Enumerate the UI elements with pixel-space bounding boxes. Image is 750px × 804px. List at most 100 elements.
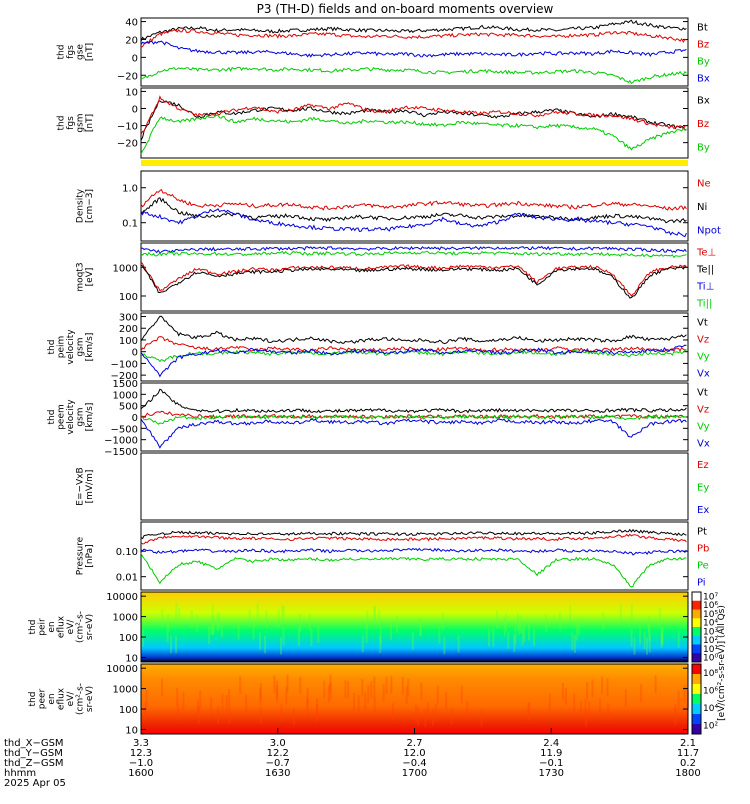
spectrogram-streak xyxy=(683,685,686,703)
spectrogram-streak xyxy=(282,605,285,623)
spectrogram-streak xyxy=(364,691,367,710)
spectrogram-streak xyxy=(518,617,520,635)
spectrogram-streak xyxy=(286,674,289,693)
spectrogram-streak xyxy=(178,607,181,626)
y-tick-label: 0 xyxy=(132,53,138,64)
spectrogram-streak xyxy=(575,623,578,641)
y-axis-label: [nPa] xyxy=(85,544,95,567)
footer-label: thd_Y−GSM xyxy=(4,748,63,759)
footer-value: 12.2 xyxy=(267,748,289,759)
footer-value: 11.9 xyxy=(540,748,562,759)
spectrogram-streak xyxy=(175,635,177,654)
spectrogram-streak xyxy=(607,703,610,721)
y-axis-label: gsm xyxy=(76,113,86,132)
series-line-Vt xyxy=(140,388,687,414)
spectrogram-streak xyxy=(308,612,311,631)
y-axis-label: gsm xyxy=(76,407,86,426)
y-axis-label: E=−VxB xyxy=(76,467,86,505)
legend-entry: Bx xyxy=(697,74,710,85)
y-tick-label: −20 xyxy=(117,139,138,150)
footer-value: −0.4 xyxy=(402,758,426,769)
footer-value: 3.0 xyxy=(270,738,286,749)
spectrogram-streak xyxy=(606,678,609,696)
spectrogram-streak xyxy=(259,683,262,701)
spectrogram-streak xyxy=(323,680,326,699)
spectrogram-streak xyxy=(280,636,282,655)
y-tick-label: 0.01 xyxy=(116,573,138,584)
spectrogram-streak xyxy=(450,707,453,726)
legend-entry: Vz xyxy=(697,335,709,346)
y-axis-label: [mV/m] xyxy=(85,470,95,504)
panel-3: 1.0 0.1 Density [cm−3] Ne Ni Npot xyxy=(76,170,721,242)
legend-entry: Pi xyxy=(697,578,706,589)
spectrogram-streak xyxy=(176,687,179,706)
spectrogram-streak xyxy=(379,635,382,654)
spectrogram-streak xyxy=(548,693,551,712)
spectrogram-streak xyxy=(170,635,172,654)
quality-flag-bar xyxy=(141,160,688,166)
series-line-Pt xyxy=(140,528,687,540)
y-axis-label: [eV] xyxy=(85,268,95,287)
spectrogram-streak xyxy=(571,632,574,651)
spectrogram-streak xyxy=(259,706,262,725)
spectrogram-streak xyxy=(361,679,364,697)
y-axis-label: Density xyxy=(76,188,86,223)
spectrogram-streak xyxy=(389,622,392,641)
footer-value: 1800 xyxy=(675,768,700,779)
footer-value: 1600 xyxy=(128,768,153,779)
spectrogram-streak xyxy=(586,681,589,700)
spectrogram-streak xyxy=(299,676,302,695)
colorbar-segment xyxy=(692,724,701,735)
spectrogram-streak xyxy=(424,709,427,727)
y-axis-label: gse xyxy=(76,44,86,60)
legend-entry: Bz xyxy=(697,119,709,130)
spectrogram-streak xyxy=(199,690,202,709)
colorbar-segment xyxy=(692,609,701,619)
y-tick-label: 100 xyxy=(119,336,138,347)
y-axis-label: [nT] xyxy=(85,114,95,132)
spectrogram-streak xyxy=(197,706,200,724)
footer-value: 2.7 xyxy=(407,738,423,749)
y-axis-label: (cm²-s- xyxy=(76,611,86,643)
spectrogram-streak xyxy=(196,614,198,633)
legend-entry: Ez xyxy=(697,460,709,471)
spectrogram-streak xyxy=(569,604,572,623)
spectrogram-streak xyxy=(443,636,446,655)
y-axis-label: [km/s] xyxy=(85,403,95,432)
spectrogram-streak xyxy=(327,685,330,703)
spectrogram-streak xyxy=(523,624,526,642)
spectrogram-streak xyxy=(648,634,651,653)
y-axis-label: [nT] xyxy=(85,43,95,61)
colorbar-segment xyxy=(692,684,701,695)
spectrogram-streak xyxy=(677,690,680,709)
colorbar-segment xyxy=(692,704,701,715)
spectrogram-streak xyxy=(516,613,519,631)
spectrogram-streak xyxy=(405,686,408,704)
y-tick-label: 1500 xyxy=(113,379,138,390)
series-line-Vx xyxy=(140,418,687,449)
y-tick-label: 100 xyxy=(119,292,138,303)
spectrogram-streak xyxy=(281,605,284,623)
spectrogram-streak xyxy=(144,702,147,720)
spectrogram-streak xyxy=(411,632,414,651)
spectrogram-streak xyxy=(211,617,214,636)
spectrogram-streak xyxy=(426,702,429,720)
series-line-Pe xyxy=(140,552,687,588)
spectrogram-streak xyxy=(561,683,564,701)
legend-entry: By xyxy=(697,57,710,68)
spectrogram-streak xyxy=(378,609,381,628)
y-tick-label: −20 xyxy=(117,71,138,82)
spectrogram-streak xyxy=(221,619,223,638)
spectrogram-streak xyxy=(466,701,469,719)
footer-label: thd_Z−GSM xyxy=(4,758,64,769)
colorbar-tick-label: 10⁵ xyxy=(703,610,718,620)
spectrogram-streak xyxy=(492,628,495,647)
colorbar-tick-label: 10⁶ xyxy=(703,686,718,696)
spectrogram-streak xyxy=(488,628,490,647)
series-line-Ti|| xyxy=(140,250,687,259)
y-axis-label: thd xyxy=(47,340,57,355)
y-tick-label: 40 xyxy=(125,18,138,29)
y-axis-label: thd xyxy=(57,45,67,60)
y-tick-label: 10000 xyxy=(106,592,138,603)
